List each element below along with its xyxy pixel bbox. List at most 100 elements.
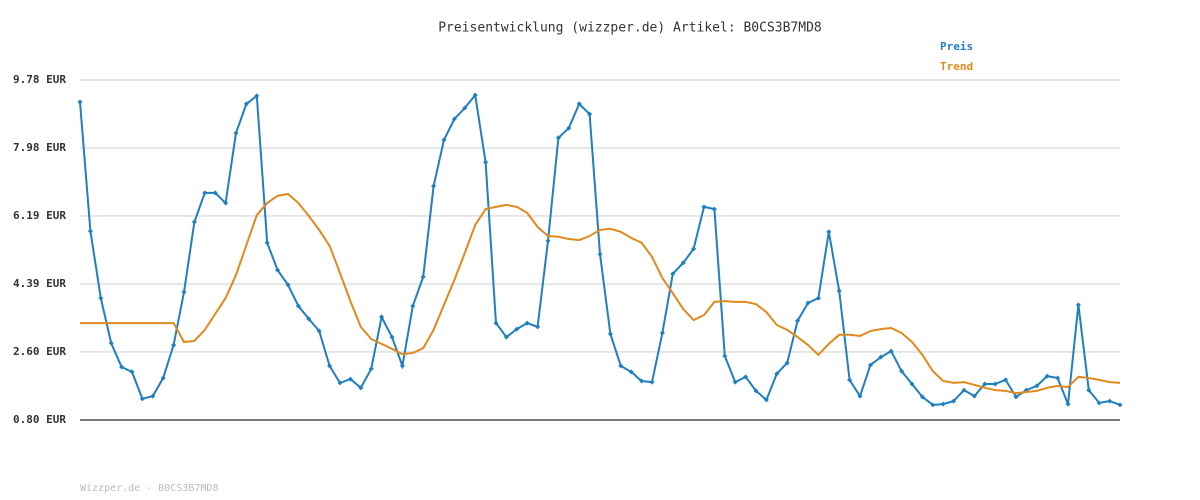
point-marker — [420, 274, 426, 280]
point-marker — [753, 388, 759, 394]
point-marker — [275, 267, 281, 273]
point-marker — [545, 238, 551, 244]
point-marker — [327, 363, 333, 369]
point-marker — [223, 200, 229, 206]
point-marker — [774, 371, 780, 377]
y-tick-label: 7.98 EUR — [13, 141, 66, 154]
legend-label: Trend — [940, 60, 973, 73]
point-marker — [1003, 377, 1009, 383]
point-marker — [795, 318, 801, 324]
point-marker — [129, 369, 135, 375]
point-marker — [108, 340, 114, 346]
point-marker — [337, 380, 343, 386]
line-series — [80, 192, 1121, 395]
point-marker — [607, 331, 613, 337]
point-marker — [410, 303, 416, 309]
point-marker — [264, 240, 270, 246]
footer: Wizzper.de - B0CS3B7MD8 — [80, 483, 218, 494]
point-marker — [888, 348, 894, 354]
point-marker — [87, 228, 93, 234]
point-marker — [919, 394, 925, 400]
point-marker — [535, 324, 541, 330]
point-marker — [992, 381, 998, 387]
point-marker — [399, 363, 405, 369]
point-marker — [1075, 302, 1081, 308]
point-marker — [233, 130, 239, 136]
point-marker — [722, 353, 728, 359]
point-marker — [847, 377, 853, 383]
point-marker — [763, 397, 769, 403]
point-marker — [358, 385, 364, 391]
point-marker — [951, 398, 957, 404]
point-marker — [441, 137, 447, 143]
point-marker — [493, 320, 499, 326]
point-marker — [119, 364, 125, 370]
point-marker — [160, 375, 166, 381]
point-marker — [826, 229, 832, 235]
point-marker — [815, 295, 821, 301]
point-marker — [701, 204, 707, 210]
point-marker — [462, 105, 468, 111]
point-marker — [1117, 402, 1123, 408]
line-series — [79, 92, 1121, 406]
y-tick-label: 6.19 EUR — [13, 209, 66, 222]
y-tick-label: 9.78 EUR — [13, 73, 66, 86]
y-tick-label: 4.39 EUR — [13, 277, 66, 290]
point-marker — [191, 219, 197, 225]
point-marker — [1013, 394, 1019, 400]
point-marker — [1055, 375, 1061, 381]
point-marker — [639, 378, 645, 384]
point-marker — [878, 354, 884, 360]
point-marker — [743, 374, 749, 380]
point-marker — [1096, 400, 1102, 406]
point-marker — [171, 342, 177, 348]
point-marker — [483, 159, 489, 165]
point-marker — [524, 320, 530, 326]
point-marker — [1044, 373, 1050, 379]
point-marker — [212, 190, 218, 196]
point-marker — [805, 300, 811, 306]
legend-label: Preis — [940, 40, 973, 53]
point-marker — [347, 376, 353, 382]
point-marker — [732, 379, 738, 385]
point-marker — [576, 101, 582, 107]
point-marker — [961, 387, 967, 393]
point-marker — [306, 316, 312, 322]
point-marker — [555, 135, 561, 141]
point-marker — [316, 328, 322, 334]
point-marker — [77, 99, 83, 105]
point-marker — [618, 363, 624, 369]
point-marker — [649, 379, 655, 385]
point-marker — [368, 366, 374, 372]
point-marker — [431, 183, 437, 189]
point-marker — [659, 330, 665, 336]
point-marker — [982, 381, 988, 387]
point-marker — [295, 303, 301, 309]
chart-title: Preisentwicklung (wizzper.de) Artikel: B… — [438, 21, 822, 36]
point-marker — [971, 393, 977, 399]
point-marker — [254, 93, 260, 99]
point-marker — [784, 360, 790, 366]
point-marker — [628, 369, 634, 375]
point-marker — [1086, 387, 1092, 393]
point-marker — [940, 401, 946, 407]
point-marker — [597, 251, 603, 257]
point-marker — [243, 101, 249, 107]
point-marker — [514, 326, 520, 332]
point-marker — [670, 271, 676, 277]
point-marker — [379, 314, 385, 320]
point-marker — [857, 393, 863, 399]
point-marker — [930, 402, 936, 408]
point-marker — [98, 295, 104, 301]
point-marker — [472, 92, 478, 98]
y-tick-label: 0.80 EUR — [13, 413, 66, 426]
point-marker — [1107, 398, 1113, 404]
point-marker — [691, 246, 697, 252]
point-marker — [139, 396, 145, 402]
point-marker — [150, 393, 156, 399]
point-marker — [1034, 383, 1040, 389]
point-marker — [680, 260, 686, 266]
point-marker — [711, 206, 717, 212]
